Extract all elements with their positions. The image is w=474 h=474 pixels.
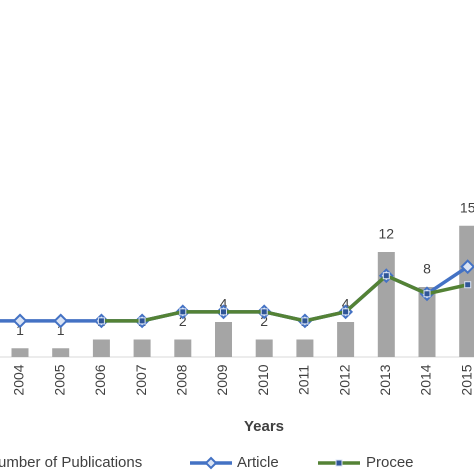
x-tick-label: 2005	[51, 364, 67, 395]
x-tick-label: 2011	[296, 365, 312, 395]
x-tick-label: 2009	[214, 364, 230, 395]
marker	[342, 308, 350, 316]
data-label: 12	[379, 226, 395, 242]
bar	[418, 287, 436, 357]
marker	[382, 272, 390, 280]
line	[101, 273, 469, 323]
marker	[460, 259, 474, 275]
marker	[260, 308, 268, 316]
data-label: 15	[460, 199, 474, 215]
data-label: 8	[423, 261, 431, 277]
bar	[11, 348, 29, 357]
marker	[301, 317, 309, 325]
data-label: 2	[179, 313, 187, 329]
data-label: 4	[342, 296, 350, 312]
bar	[377, 252, 395, 357]
bar	[52, 348, 70, 357]
marker	[464, 281, 472, 289]
data-label: 4	[220, 296, 228, 312]
x-tick-label: 2012	[336, 364, 352, 395]
x-tick-label: 2014	[418, 364, 434, 395]
bar	[459, 225, 474, 357]
marker	[220, 308, 227, 316]
x-tick-label: 2007	[133, 364, 149, 395]
legend-marker	[335, 459, 343, 467]
x-tick-label: 2013	[377, 364, 393, 395]
bar	[215, 322, 232, 357]
x-tick-label: 2015	[458, 364, 474, 395]
marker	[12, 313, 28, 329]
bar	[133, 339, 151, 357]
marker	[423, 290, 431, 298]
x-tick-label: 2010	[255, 364, 271, 395]
legend-label: Procee	[366, 454, 414, 471]
bar	[174, 339, 192, 357]
x-tick-label: 2004	[11, 364, 27, 395]
data-label: 1	[16, 322, 24, 338]
bar	[296, 339, 314, 357]
legend-marker	[204, 456, 218, 470]
bar	[337, 322, 355, 357]
x-tick-label: 2008	[174, 364, 190, 395]
data-label: 2	[260, 313, 268, 329]
data-label: 1	[57, 322, 65, 338]
x-tick-label: 2006	[92, 364, 108, 395]
marker	[138, 317, 146, 325]
x-axis-title: Years	[244, 418, 284, 435]
bar	[255, 339, 273, 357]
legend-label: Article	[237, 454, 279, 471]
bar	[92, 339, 110, 357]
marker	[179, 308, 187, 316]
legend-label: umber of Publications	[0, 454, 142, 471]
marker	[53, 313, 69, 329]
marker	[97, 317, 105, 325]
